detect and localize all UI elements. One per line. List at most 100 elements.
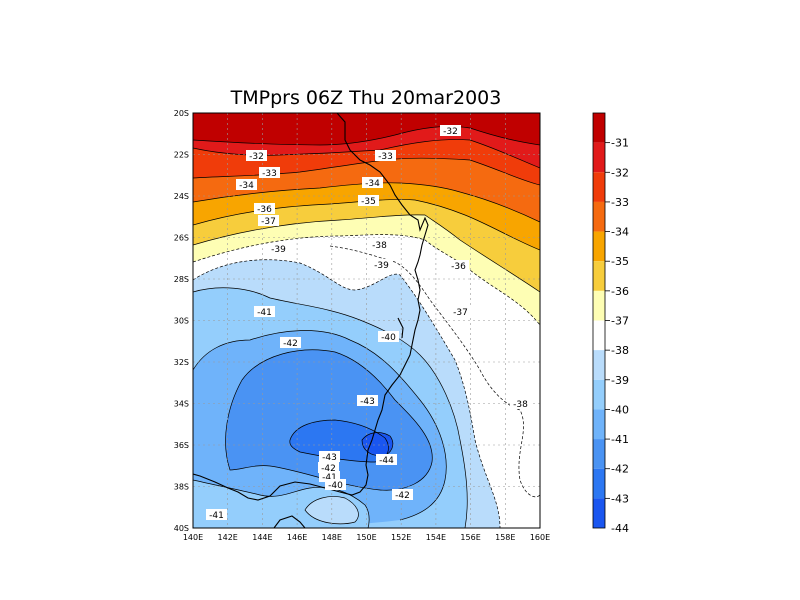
contour-label: -33: [259, 167, 280, 179]
lon-tick-label: 148E: [322, 533, 342, 542]
latitude-axis: 20S 22S 24S 26S 28S 30S 32S 34S 36S 38S …: [174, 109, 189, 533]
temperature-field: [193, 113, 540, 528]
lat-tick-label: 22S: [174, 151, 189, 160]
svg-text:-34: -34: [365, 179, 380, 189]
svg-text:-38: -38: [372, 241, 387, 251]
contour-label: -32: [440, 125, 461, 137]
svg-text:-41: -41: [257, 308, 272, 318]
colorbar-label: -40: [611, 403, 629, 416]
svg-text:-41: -41: [322, 473, 337, 483]
contour-label: -39: [371, 259, 392, 271]
colorbar-label: -37: [611, 315, 629, 328]
lat-tick-label: 36S: [174, 441, 189, 450]
contour-label: -42: [392, 489, 413, 501]
contour-label: -43: [319, 451, 340, 463]
colorbar-swatch: [593, 409, 605, 440]
svg-text:-41: -41: [209, 511, 224, 521]
colorbar-label: -42: [611, 463, 629, 476]
svg-text:-42: -42: [321, 464, 336, 474]
longitude-axis: 140E 142E 144E 146E 148E 150E 152E 154E …: [183, 533, 550, 542]
svg-text:-40: -40: [328, 481, 343, 491]
contour-label: -37: [450, 306, 471, 318]
colorbar-swatch: [593, 231, 605, 262]
contour-label: -35: [358, 195, 379, 207]
lat-tick-label: 40S: [174, 524, 189, 533]
band-minus-44: [289, 420, 389, 462]
svg-text:-42: -42: [395, 491, 410, 501]
colorbar-swatch: [593, 498, 605, 528]
colorbar-label: -34: [611, 226, 629, 239]
colorbar-label: -44: [611, 522, 629, 535]
lat-tick-label: 30S: [174, 317, 189, 326]
contour-label: -39: [268, 243, 289, 255]
svg-text:-39: -39: [271, 245, 286, 255]
contour-label: -41: [319, 471, 340, 483]
lon-tick-label: 158E: [495, 533, 515, 542]
colorbar-swatch: [593, 290, 605, 321]
colorbar-label: -35: [611, 255, 629, 268]
svg-text:-35: -35: [361, 197, 376, 207]
colorbar-swatch: [593, 468, 605, 499]
contour-label: -36: [254, 203, 275, 215]
contour-label: -41: [254, 306, 275, 318]
svg-text:-32: -32: [443, 127, 458, 137]
svg-text:-33: -33: [378, 152, 393, 162]
svg-text:-43: -43: [360, 397, 375, 407]
contour-label: -40: [325, 479, 346, 491]
map-title: TMPprs 06Z Thu 20mar2003: [230, 87, 502, 109]
lon-tick-label: 144E: [252, 533, 272, 542]
colorbar-label: -36: [611, 285, 629, 298]
lat-tick-label: 38S: [174, 483, 189, 492]
colorbar-swatch: [593, 350, 605, 380]
lat-tick-label: 32S: [174, 358, 189, 367]
svg-text:-34: -34: [239, 181, 254, 191]
contour-labels: -32 -32 -33 -33 -34 -34 -35 -36 -37 -38 …: [206, 125, 531, 521]
lat-tick-label: 20S: [174, 109, 189, 118]
contour-label: -43: [357, 395, 378, 407]
contour-label: -34: [236, 179, 257, 191]
contour-label: -38: [510, 398, 531, 410]
svg-text:-37: -37: [453, 308, 468, 318]
contour-label: -37: [258, 215, 279, 227]
band-south-inner: [305, 496, 359, 524]
colorbar-swatch: [593, 439, 605, 469]
svg-text:-36: -36: [451, 262, 466, 272]
colorbar-label: -39: [611, 374, 629, 387]
lon-tick-label: 142E: [218, 533, 238, 542]
svg-text:-42: -42: [283, 339, 298, 349]
colorbar-label: -43: [611, 492, 629, 505]
svg-text:-37: -37: [261, 217, 276, 227]
colorbar-label: -33: [611, 196, 629, 209]
colorbar-swatch: [593, 142, 605, 173]
svg-text:-39: -39: [374, 261, 389, 271]
colorbar-label: -41: [611, 433, 629, 446]
svg-text:-33: -33: [262, 169, 277, 179]
colorbar-label: -32: [611, 166, 629, 179]
svg-text:-44: -44: [379, 456, 394, 466]
svg-text:-38: -38: [513, 400, 528, 410]
contour-label: -42: [280, 337, 301, 349]
lat-tick-label: 26S: [174, 234, 189, 243]
colorbar-swatch: [593, 379, 605, 410]
contour-label: -41: [206, 509, 227, 521]
contour-label: -38: [369, 239, 390, 251]
svg-text:-40: -40: [381, 333, 396, 343]
lon-tick-label: 152E: [391, 533, 411, 542]
lon-tick-label: 146E: [287, 533, 307, 542]
colorbar-swatch: [593, 320, 605, 351]
contour-label: -33: [375, 150, 396, 162]
contour-label: -36: [448, 260, 469, 272]
lon-tick-label: 140E: [183, 533, 203, 542]
lon-tick-label: 154E: [426, 533, 446, 542]
colorbar-label: -38: [611, 344, 629, 357]
lat-tick-label: 28S: [174, 275, 189, 284]
svg-text:-32: -32: [249, 152, 264, 162]
colorbar-label: -31: [611, 137, 629, 150]
map-frame: [192, 112, 541, 529]
colorbar: -31 -32 -33 -34 -35 -36 -37 -38 -39 -40 -41 -42 -43 -…: [592, 112, 629, 535]
svg-text:-36: -36: [257, 205, 272, 215]
colorbar-swatch: [593, 113, 605, 143]
contour-label: -42: [318, 462, 339, 474]
contour-label: -40: [378, 331, 399, 343]
